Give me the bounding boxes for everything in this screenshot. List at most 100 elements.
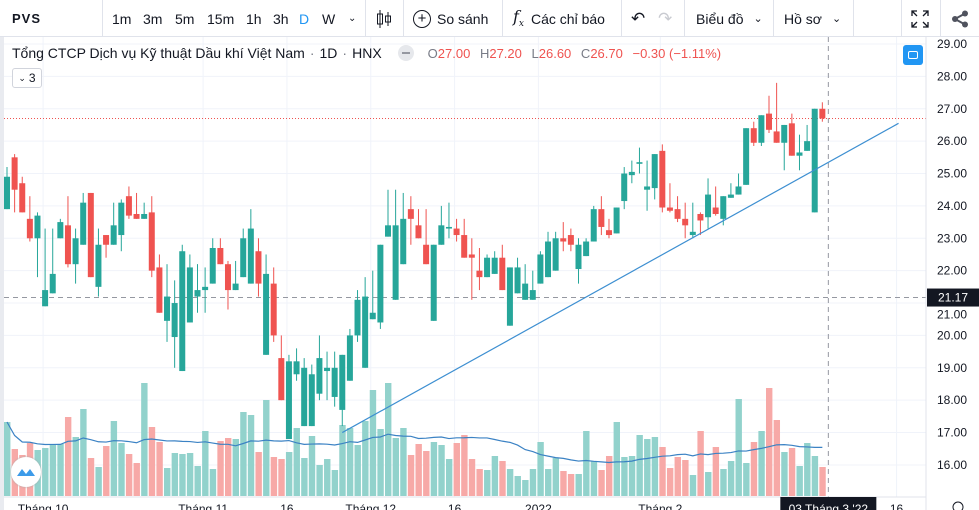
candle-body xyxy=(461,235,468,258)
interval-15m[interactable]: 15m xyxy=(207,10,235,27)
volume-bar xyxy=(468,459,476,496)
redo-icon[interactable]: ↷ xyxy=(658,8,673,28)
candle-body xyxy=(232,283,239,291)
interval-3m[interactable]: 3m xyxy=(143,10,163,27)
candle xyxy=(171,280,178,368)
candle-body xyxy=(202,286,209,291)
candle xyxy=(491,251,498,274)
symbol-search-button[interactable]: PVS xyxy=(12,0,41,37)
candle-body xyxy=(316,358,323,394)
price-axis[interactable]: 29.00 28.00 27.00 26.00 25.00 24.00 23.00 22.00… xyxy=(937,37,967,472)
candle-body xyxy=(583,241,590,257)
candle xyxy=(156,254,163,313)
candle-body xyxy=(194,290,201,297)
candle xyxy=(110,202,117,245)
interval-1m[interactable]: 1m xyxy=(112,10,132,27)
svg-text:03 Tháng 3 '22: 03 Tháng 3 '22 xyxy=(789,502,869,510)
volume-bar xyxy=(164,468,171,496)
volume-bar xyxy=(42,448,49,496)
volume-bar xyxy=(369,390,377,496)
volume-bar xyxy=(583,431,590,496)
candle-body xyxy=(514,267,521,294)
candle xyxy=(133,192,140,219)
candle xyxy=(301,358,308,427)
candle-body xyxy=(377,244,384,323)
candle xyxy=(377,244,384,329)
plus-circle-icon: + xyxy=(413,9,431,28)
indicators-toggle[interactable]: ⌄ 3 xyxy=(12,68,42,88)
market-status-icon[interactable] xyxy=(397,45,414,61)
candle xyxy=(49,228,56,294)
candle-body xyxy=(682,218,689,226)
candle-body xyxy=(247,228,254,284)
candle-body xyxy=(186,267,193,323)
indicators-button[interactable]: fx Các chỉ báo xyxy=(513,0,605,37)
candle-body xyxy=(64,225,71,265)
candle-body xyxy=(423,244,430,265)
candle xyxy=(34,212,41,278)
candle-body xyxy=(689,231,696,236)
volume-bar xyxy=(331,470,339,496)
compare-button[interactable]: + So sánh xyxy=(413,0,488,37)
candle-body xyxy=(308,374,315,427)
volume-bar xyxy=(476,469,483,496)
candle-body xyxy=(293,361,300,375)
candle-body xyxy=(613,207,620,234)
volume-bar xyxy=(674,457,681,496)
low-value: 26.60 xyxy=(538,45,572,61)
candle xyxy=(628,160,635,184)
candle xyxy=(666,183,673,213)
volume-bar xyxy=(514,476,521,496)
volume-bar xyxy=(407,455,415,496)
candle xyxy=(148,196,155,278)
undo-icon[interactable]: ↶ xyxy=(631,8,646,28)
candles-chart-type-icon[interactable] xyxy=(376,0,392,37)
select-range-button[interactable] xyxy=(903,45,923,65)
candle-body xyxy=(766,113,772,130)
settings-gear-icon[interactable] xyxy=(952,501,964,510)
candle-body xyxy=(666,207,673,211)
interval-d[interactable]: D xyxy=(299,10,310,27)
candle-body xyxy=(590,209,597,242)
interval-w[interactable]: W xyxy=(322,10,336,27)
volume-bar xyxy=(788,448,796,496)
profile-menu-button[interactable]: Hồ sơ ⌄ xyxy=(784,0,841,37)
candle xyxy=(598,196,605,236)
volume-bar xyxy=(720,469,727,496)
interval-more-chevron-icon[interactable]: ⌄ xyxy=(348,13,357,24)
candle xyxy=(285,354,292,440)
interval-5m[interactable]: 5m xyxy=(175,10,195,27)
candle-body xyxy=(430,244,437,321)
time-axis[interactable]: Tháng 10 Tháng 11 16 Tháng 12 16 2022 Tháng 2 1… xyxy=(18,502,904,510)
candle-body xyxy=(19,183,26,213)
legend-sep: · xyxy=(309,45,315,61)
candle-body xyxy=(103,235,110,245)
volume-bar xyxy=(819,467,826,496)
chart-menu-button[interactable]: Biểu đồ ⌄ xyxy=(696,0,763,37)
volume-bar xyxy=(285,452,293,496)
fullscreen-icon[interactable] xyxy=(911,0,929,37)
volume-bar xyxy=(148,427,156,496)
share-icon[interactable] xyxy=(951,0,969,37)
interval-1h[interactable]: 1h xyxy=(246,10,262,27)
interval-3h[interactable]: 3h xyxy=(273,10,289,27)
candle-body xyxy=(522,283,529,300)
volume-bar xyxy=(766,388,773,496)
candle xyxy=(796,134,803,171)
candle-body xyxy=(164,296,171,321)
candle xyxy=(705,178,712,229)
candle xyxy=(316,335,323,401)
candle-body xyxy=(415,225,422,239)
candle xyxy=(118,199,125,252)
time-tick-label: 16 xyxy=(448,502,462,510)
candle-body xyxy=(285,361,292,440)
volume-bar xyxy=(636,435,643,496)
volume-bar xyxy=(57,444,64,496)
candle-body xyxy=(110,225,117,245)
trend-line[interactable] xyxy=(341,122,899,434)
volume-bar xyxy=(499,461,506,496)
candle-body xyxy=(209,247,216,284)
candle xyxy=(331,351,338,407)
candle-body xyxy=(26,218,33,239)
